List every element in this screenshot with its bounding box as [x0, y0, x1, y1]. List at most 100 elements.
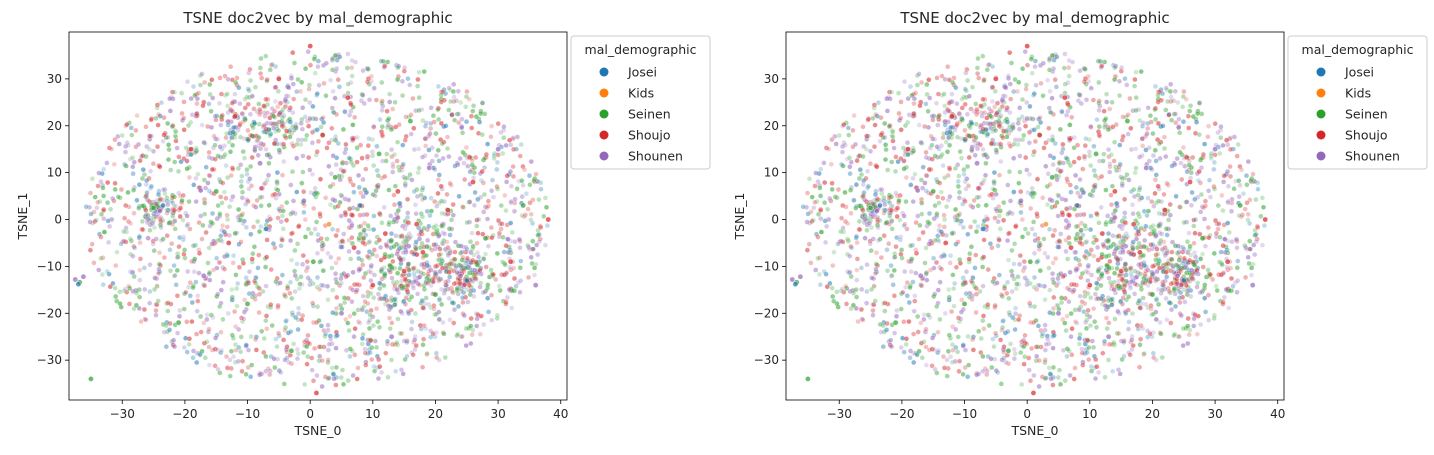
scatter-background-point	[232, 309, 238, 315]
scatter-background-point	[1218, 249, 1224, 255]
scatter-background-point	[511, 208, 518, 214]
scatter-background-point	[946, 332, 952, 338]
scatter-background-point	[1016, 126, 1023, 132]
scatter-background-point	[386, 315, 393, 321]
scatter-background-point	[131, 210, 137, 216]
scatter-background-point	[1201, 285, 1208, 291]
scatter-background-point	[467, 169, 473, 175]
scatter-background-point	[332, 95, 338, 101]
scatter-background-point	[1156, 210, 1162, 217]
scatter-background-point	[496, 283, 502, 289]
scatter-background-point	[847, 187, 854, 193]
scatter-background-point	[1021, 132, 1027, 139]
scatter-background-point	[1038, 80, 1044, 87]
scatter-background-point	[332, 52, 339, 58]
scatter-background-point	[1042, 357, 1048, 363]
scatter-background-point	[333, 68, 339, 75]
scatter-background-point	[1220, 243, 1226, 249]
scatter-background-point	[1071, 376, 1077, 382]
scatter-background-point	[1050, 382, 1056, 388]
scatter-background-point	[217, 303, 223, 310]
scatter-background-point	[420, 364, 426, 370]
scatter-background-point	[304, 259, 310, 265]
scatter-background-point	[953, 344, 959, 351]
scatter-background-point	[996, 123, 1002, 129]
scatter-background-point	[856, 218, 863, 225]
scatter-background-point	[941, 91, 947, 97]
scatter-background-point	[870, 307, 876, 314]
scatter-background-point	[155, 122, 161, 128]
scatter-background-point	[815, 179, 821, 185]
scatter-background-point	[460, 299, 466, 306]
scatter-background-point	[1046, 365, 1052, 371]
scatter-background-point	[489, 317, 495, 323]
scatter-background-point	[364, 153, 371, 160]
scatter-background-point	[474, 250, 481, 256]
scatter-background-point	[269, 61, 276, 68]
scatter-background-point	[187, 226, 193, 232]
scatter-background-point	[981, 110, 988, 116]
scatter-background-point	[852, 141, 859, 148]
scatter-background-point	[847, 253, 853, 259]
scatter-background-point	[1240, 191, 1247, 197]
scatter-background-point	[471, 202, 478, 208]
scatter-background-point	[389, 265, 395, 272]
scatter-background-point	[296, 311, 302, 317]
scatter-background-point	[1078, 100, 1084, 107]
scatter-background-point	[367, 239, 373, 245]
scatter-background-point	[223, 135, 229, 141]
scatter-background-point	[277, 280, 283, 286]
scatter-background-point	[172, 272, 178, 279]
scatter-background-point	[481, 191, 488, 198]
scatter-background-point	[845, 125, 851, 131]
scatter-background-point	[1125, 131, 1131, 137]
scatter-background-point	[915, 188, 921, 194]
scatter-background-point	[958, 155, 965, 161]
scatter-point-shounen	[426, 165, 432, 171]
scatter-background-point	[923, 149, 929, 156]
scatter-background-point	[149, 220, 156, 226]
scatter-background-point	[856, 203, 863, 209]
scatter-background-point	[1152, 147, 1158, 153]
scatter-background-point	[387, 326, 393, 332]
scatter-background-point	[347, 353, 353, 360]
scatter-background-point	[869, 275, 875, 281]
scatter-background-point	[374, 253, 380, 259]
scatter-background-point	[1085, 278, 1091, 284]
scatter-background-point	[428, 195, 434, 201]
scatter-background-point	[861, 143, 867, 150]
scatter-background-point	[510, 173, 517, 180]
scatter-background-point	[898, 247, 905, 253]
scatter-background-point	[1088, 163, 1094, 169]
scatter-background-point	[436, 278, 442, 284]
scatter-background-point	[196, 185, 202, 191]
scatter-background-point	[1029, 226, 1035, 232]
scatter-background-point	[464, 246, 470, 252]
scatter-background-point	[923, 101, 929, 107]
scatter-background-point	[1028, 205, 1034, 212]
scatter-background-point	[1119, 226, 1125, 232]
scatter-background-point	[206, 149, 212, 156]
scatter-background-point	[207, 277, 213, 283]
scatter-background-point	[526, 173, 533, 179]
scatter-background-point	[202, 200, 208, 206]
scatter-background-point	[360, 194, 366, 200]
scatter-background-point	[112, 285, 118, 291]
scatter-background-point	[510, 146, 517, 153]
scatter-background-point	[1169, 239, 1176, 245]
scatter-background-point	[340, 168, 347, 174]
scatter-background-point	[345, 320, 351, 326]
scatter-background-point	[1079, 299, 1085, 305]
scatter-background-point	[368, 338, 374, 344]
scatter-background-point	[219, 200, 225, 206]
scatter-background-point	[276, 128, 282, 134]
scatter-background-point	[332, 204, 338, 210]
scatter-background-point	[511, 265, 517, 271]
scatter-background-point	[1152, 83, 1159, 90]
scatter-background-point	[317, 176, 324, 182]
scatter-background-point	[184, 166, 190, 172]
scatter-background-point	[508, 220, 514, 226]
scatter-background-point	[1218, 135, 1224, 141]
scatter-background-point	[287, 290, 293, 296]
scatter-background-point	[1211, 159, 1218, 166]
